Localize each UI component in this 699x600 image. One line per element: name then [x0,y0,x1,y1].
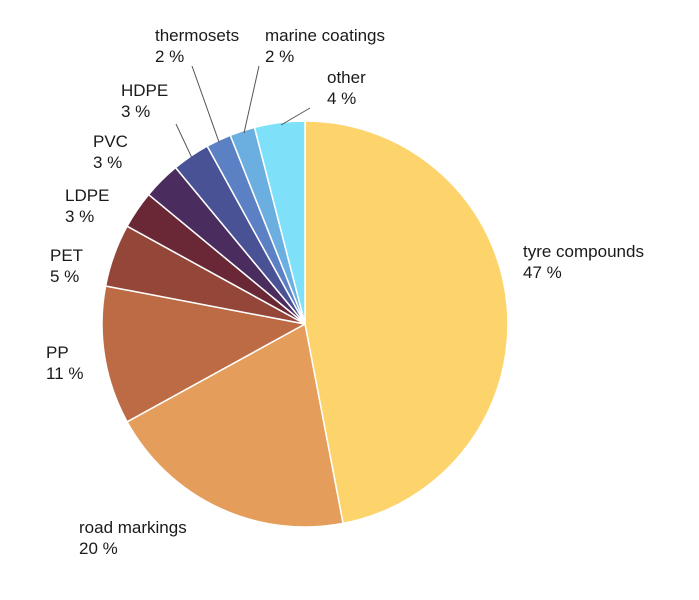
label-value: 20 % [79,539,118,558]
leader-line-thermosets [191,65,220,143]
label-other: other 4 % [327,67,366,109]
label-name: road markings [79,518,187,537]
label-value: 47 % [523,263,562,282]
pie-slice-tyre-compounds [304,120,509,525]
pie-slice-road-markings [126,323,344,528]
label-name: marine coatings [265,26,386,45]
label-name: PP [46,343,69,362]
label-tyre-compounds: tyre compounds 47 % [523,241,644,283]
leader-line-hdpe [175,123,193,159]
pie-slice-pp [101,285,306,423]
label-value: 2 % [155,47,185,66]
label-pvc: PVC 3 % [93,131,128,173]
label-name: HDPE [121,81,169,100]
label-name: LDPE [65,186,110,205]
label-name: thermosets [155,26,240,45]
label-value: 5 % [50,267,80,286]
label-value: 11 % [46,364,84,383]
label-name: PET [50,246,84,265]
label-value: 3 % [121,102,151,121]
label-pet: PET 5 % [50,245,83,287]
label-ldpe: LDPE 3 % [65,185,109,227]
leader-lines [175,65,311,159]
label-pp: PP 11 % [46,342,84,384]
label-marine-coatings: marine coatings 2 % [265,25,385,67]
leader-line-marine-coatings [243,65,260,134]
leader-line-other [280,107,311,126]
pie-slice-other [253,120,306,325]
label-hdpe: HDPE 3 % [121,80,168,122]
label-value: 2 % [265,47,295,66]
label-value: 3 % [65,207,95,226]
label-name: tyre compounds [523,242,644,261]
label-value: 3 % [93,153,123,172]
label-thermosets: thermosets 2 % [155,25,239,67]
label-name: PVC [93,132,128,151]
pie-slices [101,120,509,528]
label-name: other [327,68,366,87]
label-road-markings: road markings 20 % [79,517,187,559]
label-value: 4 % [327,89,357,108]
